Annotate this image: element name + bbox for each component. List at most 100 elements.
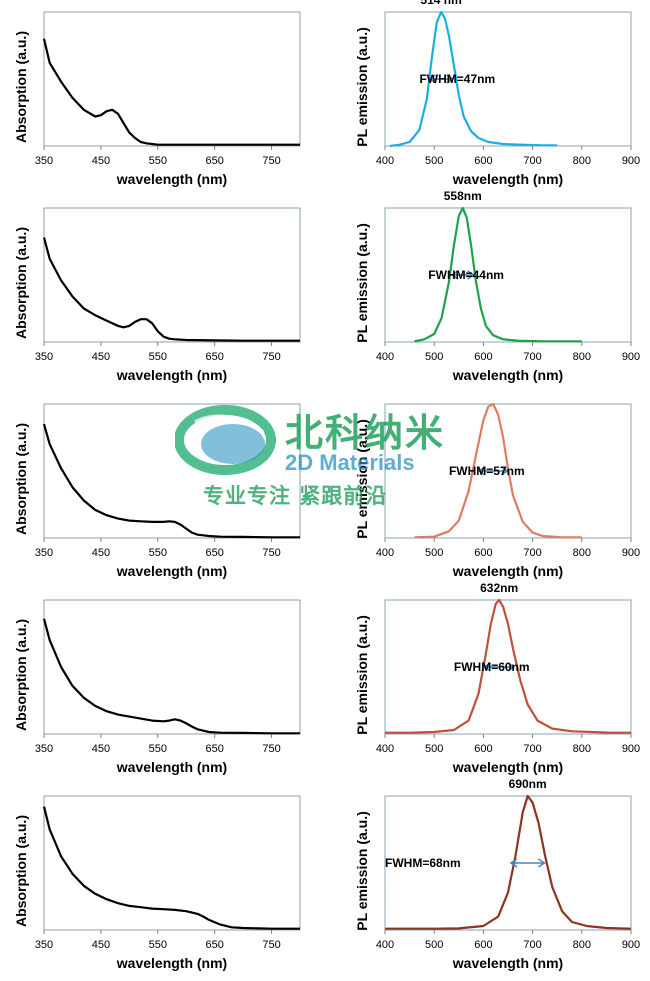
x-tick-label: 500 bbox=[425, 155, 443, 167]
x-tick-label: 450 bbox=[92, 547, 110, 559]
chart-panel-1: 350 450 550 650 750 wavelength (nm) Absorption… bbox=[0, 0, 325, 196]
plot-frame bbox=[43, 11, 301, 147]
fwhm-arrowhead-left bbox=[477, 466, 486, 476]
fwhm-arrowhead-left bbox=[450, 270, 459, 280]
x-axis-label: wavelength (nm) bbox=[452, 367, 563, 383]
x-tick-label: 900 bbox=[622, 547, 640, 559]
x-tick-label: 700 bbox=[523, 155, 541, 167]
y-axis-label: PL emission (a.u.) bbox=[354, 811, 370, 931]
chart-svg-9: 350 450 550 650 750 wavelength (nm) Absorption… bbox=[13, 795, 301, 971]
x-tick-label: 600 bbox=[474, 547, 492, 559]
x-tick-label: 650 bbox=[205, 743, 223, 755]
x-axis-label: wavelength (nm) bbox=[452, 171, 563, 187]
fwhm-arrowhead-right bbox=[507, 662, 516, 672]
x-tick-label: 650 bbox=[205, 939, 223, 951]
chart-svg-5: 350 450 550 650 750 wavelength (nm) Absorption… bbox=[13, 403, 301, 579]
y-axis-label: PL emission (a.u.) bbox=[354, 615, 370, 735]
fwhm-arrowhead-left bbox=[428, 74, 436, 84]
chart-svg-4: 400 500 600 700 800 900 wavelength (nm) PL emis… bbox=[354, 189, 640, 383]
plot-frame bbox=[384, 599, 632, 735]
x-tick-label: 400 bbox=[376, 155, 394, 167]
chart-svg-6: 400 500 600 700 800 900 wavelength (nm) PL emis… bbox=[354, 402, 640, 579]
x-axis-label: wavelength (nm) bbox=[116, 955, 227, 971]
peak-label: 514 nm bbox=[420, 0, 461, 7]
fwhm-arrowhead-right bbox=[537, 858, 546, 868]
series-line bbox=[414, 402, 582, 539]
x-tick-label: 550 bbox=[149, 939, 167, 951]
series-line bbox=[385, 598, 631, 734]
x-tick-label: 450 bbox=[92, 743, 110, 755]
y-axis-label: Absorption (a.u.) bbox=[13, 815, 29, 927]
x-tick-label: 650 bbox=[205, 351, 223, 363]
plot-frame bbox=[384, 795, 632, 931]
plot-frame bbox=[43, 599, 301, 735]
x-tick-label: 900 bbox=[622, 155, 640, 167]
chart-panel-5: 350 450 550 650 750 wavelength (nm) Absorption… bbox=[0, 392, 325, 588]
x-tick-label: 600 bbox=[474, 939, 492, 951]
peak-label: 558nm bbox=[444, 189, 482, 203]
plot-frame bbox=[43, 207, 301, 343]
series-line bbox=[414, 206, 582, 343]
chart-panel-4: 400 500 600 700 800 900 wavelength (nm) PL emis… bbox=[325, 189, 650, 392]
x-tick-label: 750 bbox=[262, 547, 280, 559]
fwhm-label: FWHM=44nm bbox=[428, 268, 504, 282]
x-tick-label: 900 bbox=[622, 351, 640, 363]
x-tick-label: 550 bbox=[149, 547, 167, 559]
fwhm-arrowhead-right bbox=[467, 270, 476, 280]
chart-panel-2: 400 500 600 700 800 900 wavelength (nm) PL emis… bbox=[325, 0, 650, 196]
chart-panel-3: 350 450 550 650 750 wavelength (nm) Absorption… bbox=[0, 196, 325, 392]
x-tick-label: 700 bbox=[523, 743, 541, 755]
series-line bbox=[42, 806, 300, 930]
x-axis-label: wavelength (nm) bbox=[116, 171, 227, 187]
chart-panel-10: 400 500 600 700 800 900 wavelength (nm) PL emis… bbox=[325, 777, 650, 980]
x-tick-label: 800 bbox=[573, 351, 591, 363]
x-tick-label: 350 bbox=[35, 547, 53, 559]
x-tick-label: 650 bbox=[205, 155, 223, 167]
fwhm-label: FWHM=47nm bbox=[419, 72, 495, 86]
plot-frame bbox=[384, 207, 632, 343]
series-line bbox=[42, 38, 300, 146]
chart-svg-3: 350 450 550 650 750 wavelength (nm) Absorption… bbox=[13, 207, 301, 383]
x-axis-label: wavelength (nm) bbox=[452, 563, 563, 579]
fwhm-arrowhead-left bbox=[509, 858, 518, 868]
x-tick-label: 800 bbox=[573, 743, 591, 755]
x-tick-label: 550 bbox=[149, 155, 167, 167]
x-tick-label: 600 bbox=[474, 743, 492, 755]
series-line bbox=[42, 237, 300, 342]
chart-svg-1: 350 450 550 650 750 wavelength (nm) Absorption… bbox=[13, 11, 301, 187]
x-tick-label: 800 bbox=[573, 155, 591, 167]
x-tick-label: 450 bbox=[92, 939, 110, 951]
x-tick-label: 500 bbox=[425, 743, 443, 755]
x-tick-label: 800 bbox=[573, 547, 591, 559]
x-tick-label: 350 bbox=[35, 939, 53, 951]
x-tick-label: 450 bbox=[92, 351, 110, 363]
x-axis-label: wavelength (nm) bbox=[116, 563, 227, 579]
x-tick-label: 550 bbox=[149, 743, 167, 755]
x-tick-label: 400 bbox=[376, 351, 394, 363]
series-line bbox=[385, 794, 632, 930]
x-axis-label: wavelength (nm) bbox=[116, 367, 227, 383]
chart-svg-2: 400 500 600 700 800 900 wavelength (nm) PL emis… bbox=[354, 0, 640, 187]
x-tick-label: 750 bbox=[262, 351, 280, 363]
plot-frame bbox=[43, 795, 301, 931]
fwhm-label: FWHM=68nm bbox=[385, 856, 461, 870]
x-tick-label: 900 bbox=[622, 743, 640, 755]
x-tick-label: 350 bbox=[35, 351, 53, 363]
fwhm-arrowhead-left bbox=[482, 662, 491, 672]
x-tick-label: 350 bbox=[35, 155, 53, 167]
x-tick-label: 750 bbox=[262, 155, 280, 167]
chart-svg-8: 400 500 600 700 800 900 wavelength (nm) PL emis… bbox=[354, 581, 640, 775]
x-axis-label: wavelength (nm) bbox=[116, 759, 227, 775]
fwhm-arrowhead-right bbox=[500, 466, 509, 476]
x-tick-label: 400 bbox=[376, 743, 394, 755]
y-axis-label: Absorption (a.u.) bbox=[13, 619, 29, 731]
x-tick-label: 750 bbox=[262, 743, 280, 755]
x-tick-label: 550 bbox=[149, 351, 167, 363]
y-axis-label: Absorption (a.u.) bbox=[13, 423, 29, 535]
plot-frame bbox=[43, 403, 301, 539]
x-tick-label: 400 bbox=[376, 547, 394, 559]
y-axis-label: PL emission (a.u.) bbox=[354, 223, 370, 343]
chart-panel-7: 350 450 550 650 750 wavelength (nm) Absorption… bbox=[0, 588, 325, 784]
x-tick-label: 400 bbox=[376, 939, 394, 951]
fwhm-arrowhead-right bbox=[446, 74, 455, 84]
